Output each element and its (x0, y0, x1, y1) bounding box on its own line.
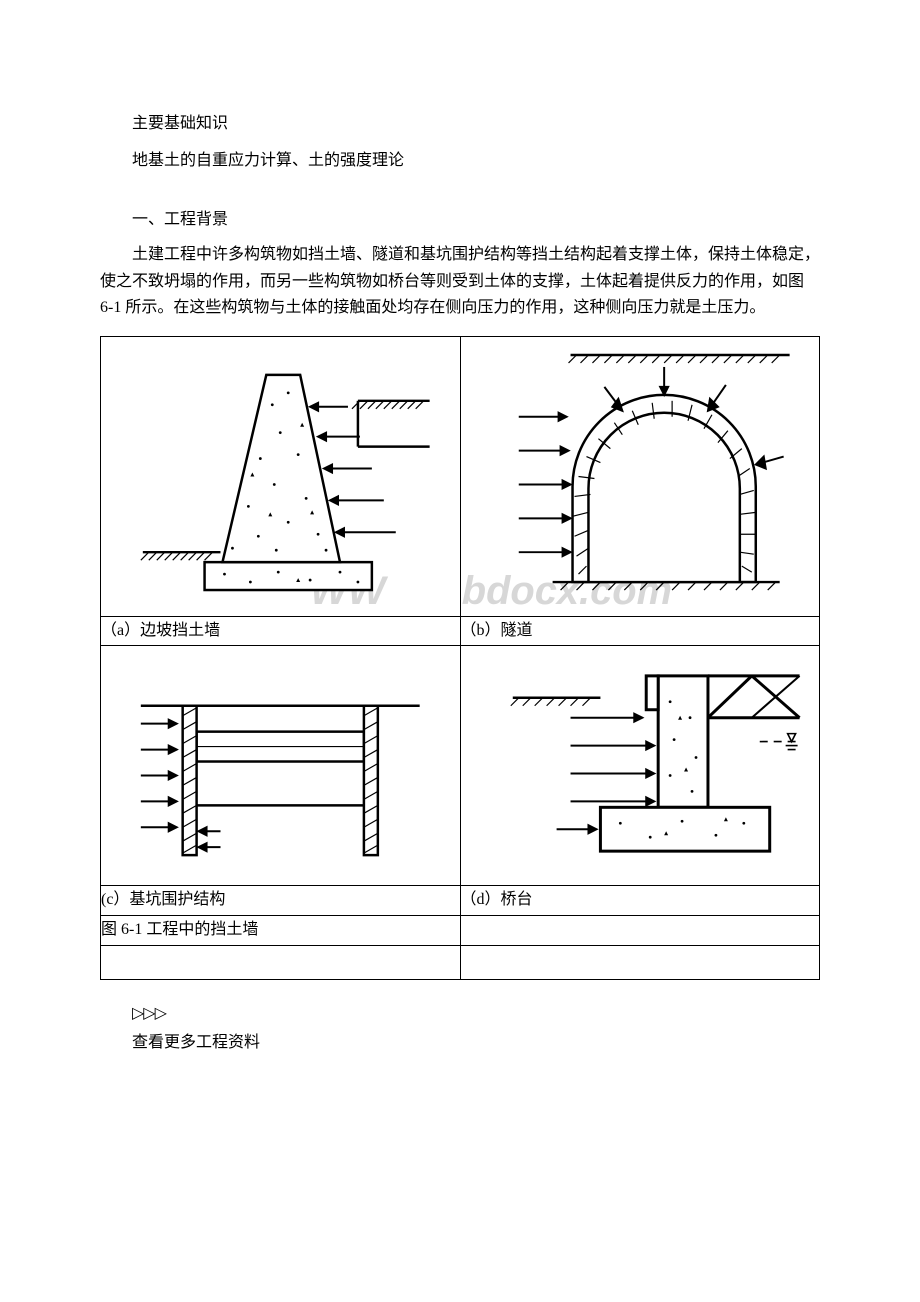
caption-a: （a）边坡挡土墙 (101, 616, 461, 646)
triangle-icon: ▷▷▷ (132, 1000, 820, 1029)
pit-enclosure-diagram (101, 646, 460, 885)
figure-table: WW (100, 336, 820, 980)
figure-d-cell (460, 646, 820, 886)
caption-d: （d）桥台 (460, 886, 820, 916)
tunnel-diagram: w.bdocx.com (461, 337, 820, 616)
empty-caption-cell (460, 916, 820, 946)
heading-main-knowledge: 主要基础知识 (100, 110, 820, 139)
caption-b: （b）隧道 (460, 616, 820, 646)
figure-b-cell: w.bdocx.com (460, 336, 820, 616)
bridge-abutment-diagram (461, 646, 820, 885)
empty-row-right (460, 945, 820, 979)
body-paragraph: 土建工程中许多构筑物如挡土墙、隧道和基坑围护结构等挡土结构起着支撑土体，保持土体… (100, 242, 820, 321)
retaining-wall-diagram: WW (101, 337, 460, 616)
figure-a-cell: WW (101, 336, 461, 616)
footer-link-text: 查看更多工程资料 (100, 1029, 820, 1058)
heading-sub-knowledge: 地基土的自重应力计算、土的强度理论 (100, 147, 820, 176)
caption-c: (c）基坑围护结构 (101, 886, 461, 916)
empty-row-left (101, 945, 461, 979)
figure-caption: 图 6-1 工程中的挡土墙 (101, 916, 461, 946)
figure-c-cell (101, 646, 461, 886)
section-title: 一、工程背景 (100, 206, 820, 235)
